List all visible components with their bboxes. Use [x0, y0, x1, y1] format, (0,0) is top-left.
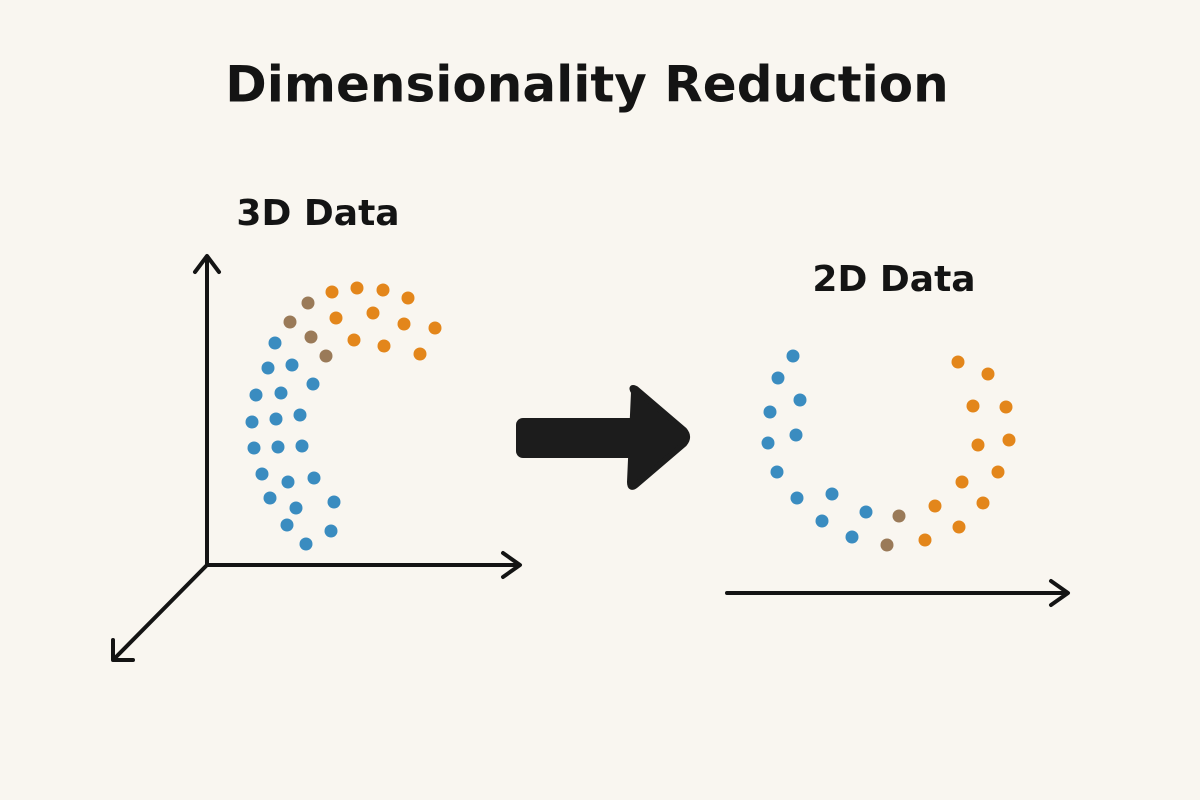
point	[999, 400, 1013, 414]
point	[397, 317, 411, 331]
point	[376, 283, 390, 297]
axes-3d	[111, 254, 522, 662]
point	[952, 520, 966, 534]
point	[263, 491, 277, 505]
point	[280, 518, 294, 532]
point	[293, 408, 307, 422]
point	[347, 333, 361, 347]
point	[845, 530, 859, 544]
point	[976, 496, 990, 510]
point	[428, 321, 442, 335]
point-cloud	[245, 281, 1016, 552]
point	[966, 399, 980, 413]
point	[1002, 433, 1016, 447]
point	[249, 388, 263, 402]
point	[793, 393, 807, 407]
point	[306, 377, 320, 391]
axis-y	[111, 563, 209, 662]
axis-z	[193, 254, 221, 567]
point	[815, 514, 829, 528]
point	[951, 355, 965, 369]
point	[245, 415, 259, 429]
axis-x	[205, 551, 522, 579]
point	[324, 524, 338, 538]
point	[299, 537, 313, 551]
panel-label: 3D Data	[236, 193, 399, 234]
point	[401, 291, 415, 305]
point	[329, 311, 343, 325]
arrow-head	[627, 385, 690, 490]
point	[981, 367, 995, 381]
point	[327, 495, 341, 509]
point	[304, 330, 318, 344]
point	[289, 501, 303, 515]
point	[790, 491, 804, 505]
point	[991, 465, 1005, 479]
point	[918, 533, 932, 547]
point	[763, 405, 777, 419]
point	[366, 306, 380, 320]
point	[413, 347, 427, 361]
point	[255, 467, 269, 481]
point	[892, 509, 906, 523]
point	[325, 285, 339, 299]
point	[350, 281, 364, 295]
point	[971, 438, 985, 452]
point	[301, 296, 315, 310]
point	[261, 361, 275, 375]
point	[307, 471, 321, 485]
point	[247, 441, 261, 455]
point	[269, 412, 283, 426]
point	[281, 475, 295, 489]
point	[770, 465, 784, 479]
point	[319, 349, 333, 363]
transform-arrow	[516, 385, 690, 490]
axis-2d	[725, 579, 1070, 607]
point	[928, 499, 942, 513]
point	[268, 336, 282, 350]
panel-label: 2D Data	[812, 259, 975, 300]
point	[880, 538, 894, 552]
point	[955, 475, 969, 489]
point	[771, 371, 785, 385]
point	[786, 349, 800, 363]
title: Dimensionality Reduction	[225, 56, 948, 114]
point	[377, 339, 391, 353]
arrow-body	[516, 418, 640, 458]
point	[283, 315, 297, 329]
point	[271, 440, 285, 454]
point	[825, 487, 839, 501]
point	[761, 436, 775, 450]
point	[285, 358, 299, 372]
point	[789, 428, 803, 442]
point	[859, 505, 873, 519]
point	[295, 439, 309, 453]
point	[274, 386, 288, 400]
